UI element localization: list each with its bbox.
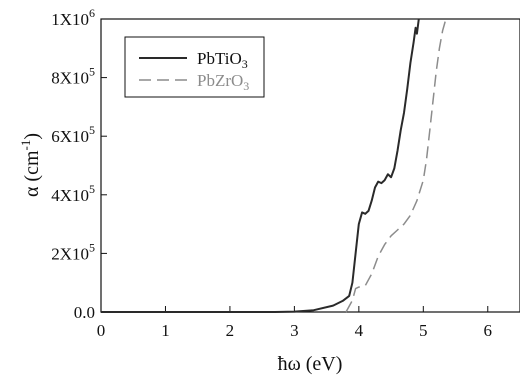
y-axis-title: α (cm-1) xyxy=(18,133,43,197)
y-tick-exponent: 5 xyxy=(89,123,95,137)
y-tick-mantissa: 0.0 xyxy=(74,303,95,322)
x-tick-label: 3 xyxy=(290,321,299,340)
plot-frame xyxy=(100,18,520,313)
series-line-pbzro3 xyxy=(345,18,447,313)
legend-box xyxy=(124,36,265,98)
y-tick-label: 6X105 xyxy=(51,123,95,146)
x-tick-label: 5 xyxy=(419,321,428,340)
y-tick-label: 8X105 xyxy=(51,65,95,88)
x-tick-label: 4 xyxy=(355,321,364,340)
legend-label-pbtio3: PbTiO3 xyxy=(197,49,248,71)
x-tick-label: 6 xyxy=(484,321,493,340)
y-tick-label: 4X105 xyxy=(51,182,95,205)
y-tick-mantissa: 1X10 xyxy=(51,10,89,29)
legend: PbTiO3 PbZrO3 xyxy=(124,36,265,98)
x-axis-title: ħω (eV) xyxy=(278,353,343,375)
series-layer xyxy=(101,18,447,313)
y-tick-exponent: 6 xyxy=(89,6,95,20)
y-tick-mantissa: 2X10 xyxy=(51,244,89,263)
legend-label-pbzro3: PbZrO3 xyxy=(197,71,249,93)
y-tick-mantissa: 8X10 xyxy=(51,69,89,88)
y-tick-exponent: 5 xyxy=(89,240,95,254)
y-tick-mantissa: 6X10 xyxy=(51,127,89,146)
series-line-pbtio3 xyxy=(101,18,420,313)
x-tick-label: 1 xyxy=(161,321,170,340)
y-tick-exponent: 5 xyxy=(89,182,95,196)
y-tick-mantissa: 4X10 xyxy=(51,186,89,205)
x-tick-label: 0 xyxy=(97,321,106,340)
y-tick-label: 0.0 xyxy=(74,303,95,322)
x-tick-label: 2 xyxy=(226,321,235,340)
y-tick-label: 2X105 xyxy=(51,240,95,263)
y-tick-label: 1X106 xyxy=(51,6,95,29)
y-tick-exponent: 5 xyxy=(89,65,95,79)
